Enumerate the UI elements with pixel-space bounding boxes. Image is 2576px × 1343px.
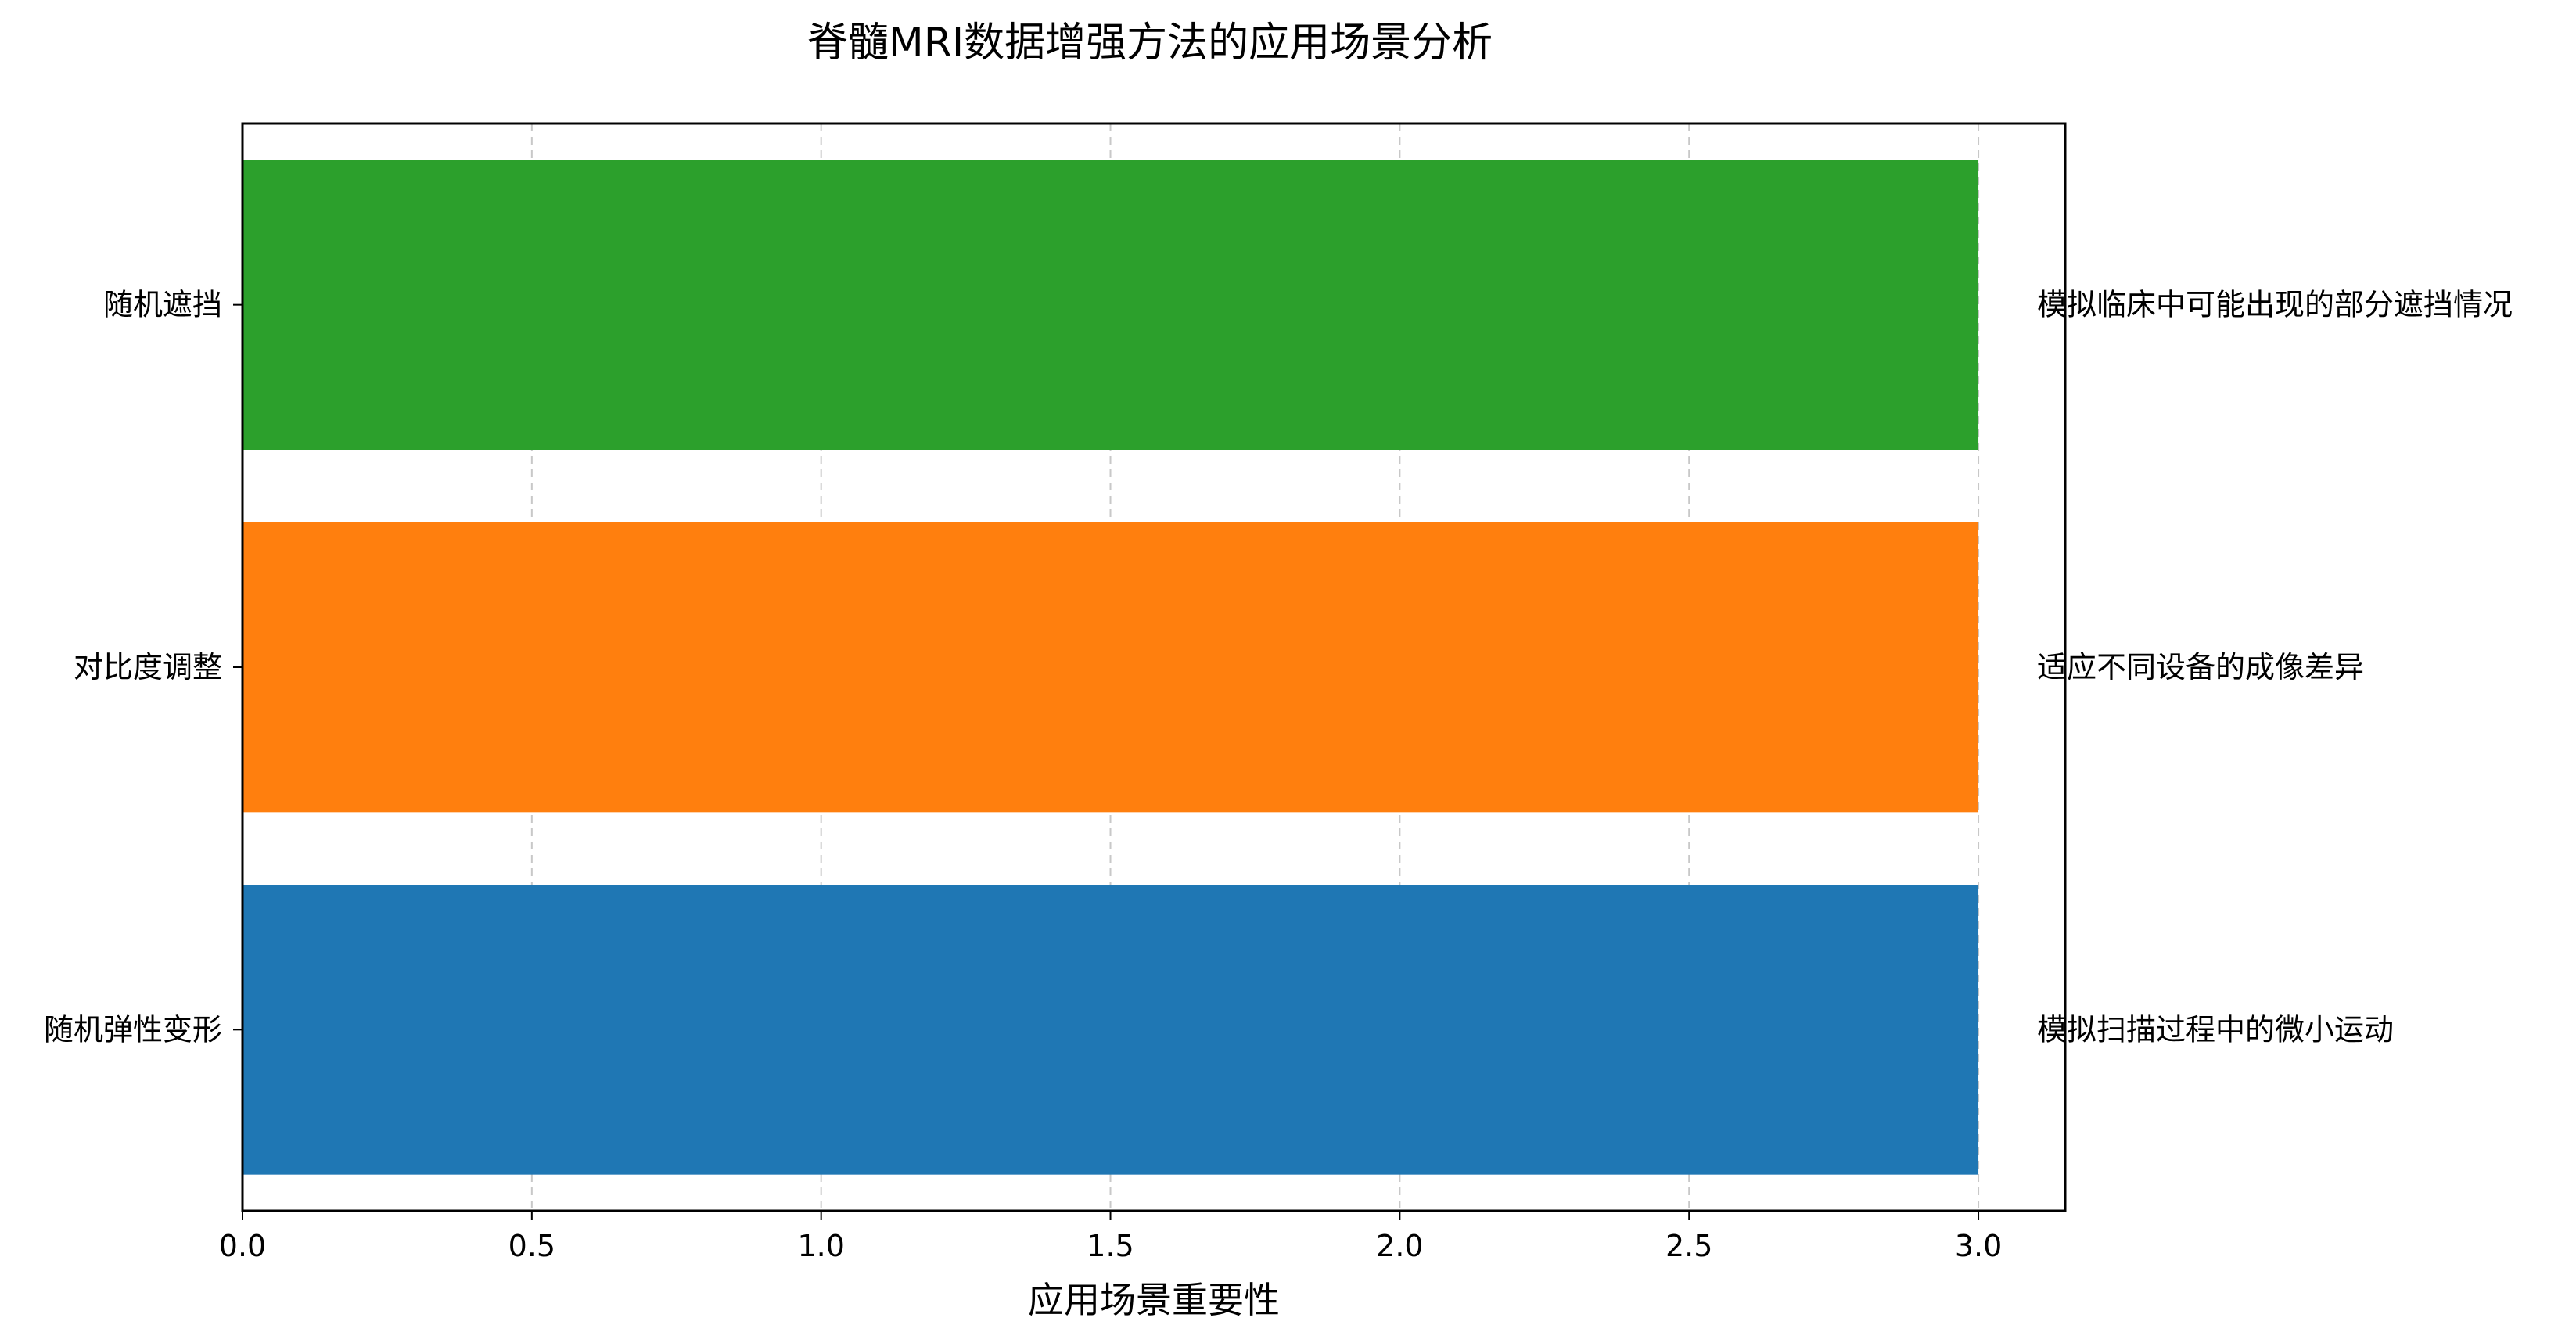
x-tick-label: 2.0 bbox=[1376, 1229, 1423, 1263]
bar bbox=[243, 522, 1979, 813]
y-tick-label: 对比度调整 bbox=[74, 650, 222, 684]
x-tick-label: 1.5 bbox=[1087, 1229, 1134, 1263]
y-tick-label: 随机弹性变形 bbox=[44, 1012, 222, 1047]
bar-annotation: 适应不同设备的成像差异 bbox=[2037, 650, 2364, 684]
x-tick-label: 3.0 bbox=[1955, 1229, 2002, 1263]
y-axis-ticks: 随机弹性变形 对比度调整 随机遮挡 bbox=[44, 288, 243, 1047]
y-tick-label: 随机遮挡 bbox=[103, 288, 222, 322]
chart-title: 脊髓MRI数据增强方法的应用场景分析 bbox=[807, 20, 1493, 66]
x-axis-label: 应用场景重要性 bbox=[1028, 1279, 1280, 1321]
x-tick-label: 1.0 bbox=[797, 1229, 844, 1263]
x-axis-ticks: 0.0 0.5 1.0 1.5 2.0 2.5 3.0 bbox=[219, 1211, 2002, 1263]
bar bbox=[243, 885, 1979, 1175]
bar-annotation: 模拟扫描过程中的微小运动 bbox=[2037, 1012, 2394, 1047]
bar bbox=[243, 160, 1979, 451]
bar-annotation: 模拟临床中可能出现的部分遮挡情况 bbox=[2037, 288, 2513, 322]
x-tick-label: 2.5 bbox=[1665, 1229, 1712, 1263]
bars bbox=[243, 160, 1979, 1175]
x-tick-label: 0.5 bbox=[508, 1229, 555, 1263]
x-tick-label: 0.0 bbox=[219, 1229, 266, 1263]
